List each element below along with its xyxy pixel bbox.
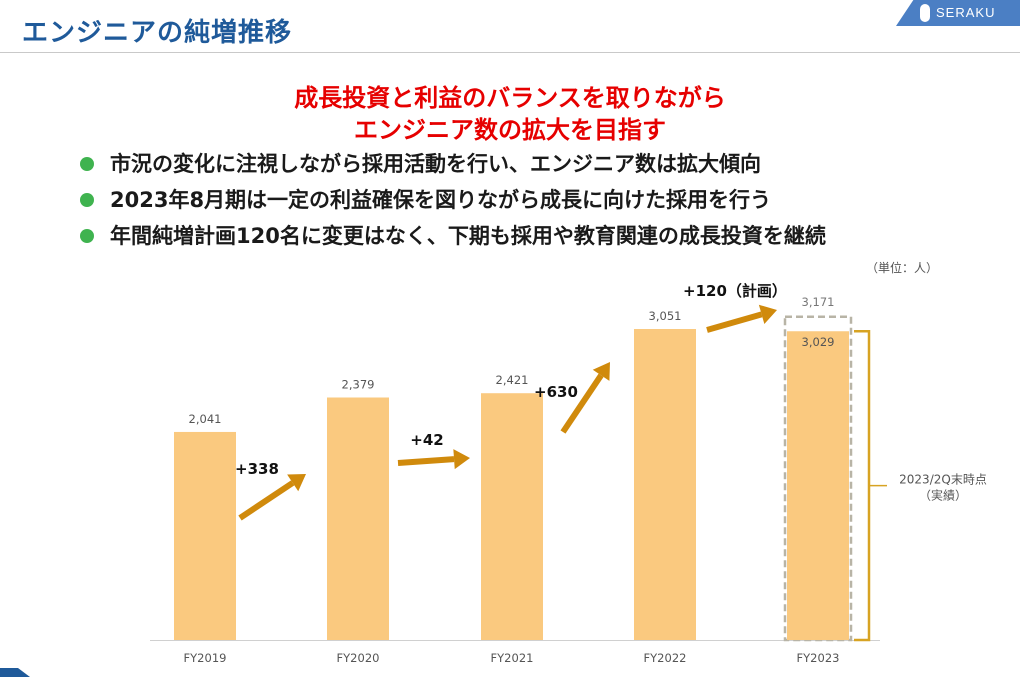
increment-label: +630 [534,383,578,401]
bar-value-label: 2,041 [189,412,222,426]
bullet-item: 2023年8月期は一定の利益確保を図りながら成長に向けた採用を行う [80,186,826,222]
growth-arrow-shaft [397,456,455,466]
bar-value-label: 2,421 [496,373,529,387]
logo-text: SERAKU [936,5,996,20]
bar-value-label: 3,051 [649,309,682,323]
growth-arrow-shaft [560,373,604,434]
bar [174,431,236,640]
bar [327,397,389,640]
x-tick-label: FY2023 [797,651,840,665]
growth-arrow-shaft [238,480,295,521]
bullet-dot-icon [80,229,94,243]
increment-label: +120（計画） [683,282,787,300]
bullet-text: 年間純増計画120名に変更はなく、下期も採用や教育関連の成長投資を継続 [110,224,826,248]
bullet-list: 市況の変化に注視しながら採用活動を行い、エンジニア数は拡大傾向 2023年8月期… [80,150,826,258]
plan-value-label: 3,171 [802,295,835,309]
growth-arrow-head [592,362,610,381]
growth-arrow-head [758,304,777,325]
bullet-item: 市況の変化に注視しながら採用活動を行い、エンジニア数は拡大傾向 [80,150,826,186]
x-tick-label: FY2021 [491,651,534,665]
growth-arrow-head [287,474,306,492]
bullet-item: 年間純増計画120名に変更はなく、下期も採用や教育関連の成長投資を継続 [80,222,826,258]
x-tick-label: FY2019 [184,651,227,665]
growth-arrow-shaft [706,311,763,333]
headline-line-1: 成長投資と利益のバランスを取りながら [294,84,726,112]
bullet-dot-icon [80,193,94,207]
bullet-text: 市況の変化に注視しながら採用活動を行い、エンジニア数は拡大傾向 [110,152,761,176]
bar-value-label: 2,379 [342,377,375,391]
fy2023-bracket [854,329,871,642]
page-title: エンジニアの純増推移 [22,18,293,48]
x-tick-label: FY2022 [644,651,687,665]
title-divider [0,52,1020,53]
increment-label: +42 [410,431,443,449]
x-tick-label: FY2020 [337,651,380,665]
bar [787,331,849,640]
logo-mark-icon [920,4,930,22]
bar [634,329,696,640]
bullet-text: 2023年8月期は一定の利益確保を図りながら成長に向けた採用を行う [110,188,772,212]
bar-value-label: 3,029 [802,335,835,349]
headline-line-2: エンジニア数の拡大を目指す [354,116,666,144]
bullet-dot-icon [80,157,94,171]
growth-arrow-head [453,449,470,470]
bracket-note-line-1: 2023/2Q末時点 [899,473,987,487]
unit-label: （単位：人） [865,261,938,275]
corner-accent [0,668,30,677]
bar [481,393,543,640]
bracket-note-line-2: （実績） [919,488,967,503]
increment-label: +338 [235,460,279,478]
seraku-logo: SERAKU [896,0,1020,26]
